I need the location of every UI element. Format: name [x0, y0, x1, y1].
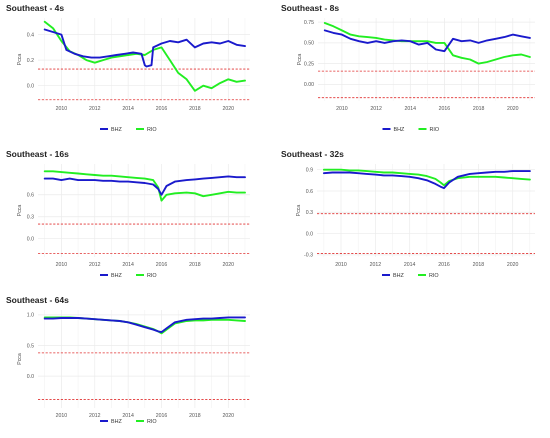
x-tick-label: 2012	[89, 262, 101, 268]
x-tick-label: 2020	[223, 262, 235, 268]
y-axis-label-64s: Pcca	[17, 353, 23, 365]
x-tick-label: 2014	[122, 413, 134, 419]
y-tick-label: 0.00	[304, 82, 314, 88]
y-tick-label: 0.5	[27, 343, 34, 349]
series-line-bhz	[43, 175, 246, 196]
legend-label-rio: RIO	[147, 127, 157, 133]
series-line-rio	[43, 170, 246, 202]
y-axis-label-8s: Pcca	[297, 54, 303, 66]
x-tick-label: 2018	[473, 106, 485, 112]
y-axis-label-4s: Pcca	[17, 54, 23, 66]
legend-label-rio: RIO	[430, 127, 440, 133]
x-tick-label: 2020	[507, 106, 519, 112]
x-tick-label: 2016	[438, 262, 450, 268]
x-tick-label: 2020	[223, 106, 235, 112]
x-tick-label: 2014	[404, 106, 416, 112]
chart-title-32s: Southeast - 32s	[281, 149, 344, 159]
series-line-bhz	[322, 170, 531, 190]
y-tick-label: 0.2	[27, 58, 34, 64]
x-tick-label: 2010	[335, 262, 347, 268]
chart-panel-32s: Southeast - 32s -0.3 0.0 0.3 0.6 0.9 2010 2012 2…	[275, 146, 550, 292]
series-line-rio	[323, 22, 531, 65]
legend-label-rio: RIO	[429, 273, 439, 279]
y-axis-label-16s: Pcca	[17, 205, 23, 217]
x-tick-label: 2012	[89, 106, 101, 112]
chart-svg-64s: Southeast - 64s 0.0 0.5 1.0 2010 2012 2014 2016…	[6, 295, 250, 425]
chart-svg-4s: Southeast - 4s 0.0 0.2 0.4 2010 2012 2014 2016 2…	[6, 3, 250, 133]
chart-panel-8s: Southeast - 8s 0.00 0.25 0.50 0.75 2010 2012 20…	[275, 0, 550, 146]
chart-title-64s: Southeast - 64s	[6, 295, 69, 305]
legend-label-bhz: BHZ	[111, 127, 122, 133]
y-tick-label: 0.4	[27, 32, 34, 38]
x-tick-label: 2014	[122, 106, 134, 112]
y-tick-label: 0.0	[27, 236, 34, 242]
legend-label-bhz: BHZ	[393, 273, 404, 279]
y-tick-label: 0.25	[304, 61, 314, 67]
y-tick-label: 0.0	[306, 231, 313, 237]
y-tick-label: 0.75	[304, 20, 314, 26]
series-line-rio	[322, 168, 531, 187]
legend-label-bhz: BHZ	[111, 419, 122, 425]
x-tick-label: 2010	[56, 262, 68, 268]
y-tick-label: 0.3	[306, 210, 313, 216]
series-line-bhz	[43, 316, 246, 334]
chart-panel-4s: Southeast - 4s 0.0 0.2 0.4 2010 2012 2014 2016 2…	[0, 0, 275, 146]
x-tick-label: 2018	[473, 262, 485, 268]
y-tick-label: 1.0	[27, 313, 34, 319]
x-tick-label: 2018	[189, 413, 201, 419]
x-tick-label: 2016	[439, 106, 451, 112]
x-tick-label: 2010	[56, 106, 68, 112]
legend-label-bhz: BHZ	[394, 127, 405, 133]
x-tick-label: 2016	[156, 413, 168, 419]
chart-svg-32s: Southeast - 32s -0.3 0.0 0.3 0.6 0.9 2010 2012 2…	[281, 149, 535, 279]
chart-panel-16s: Southeast - 16s 0.0 0.3 0.6 2010 2012 2014 2016…	[0, 146, 275, 292]
x-tick-label: 2020	[223, 413, 235, 419]
y-tick-label: 0.0	[27, 374, 34, 380]
chart-panel-64s: Southeast - 64s 0.0 0.5 1.0 2010 2012 2014 2016…	[0, 292, 275, 438]
x-tick-label: 2016	[156, 262, 168, 268]
x-tick-label: 2010	[56, 413, 68, 419]
x-tick-label: 2014	[404, 262, 416, 268]
legend-label-bhz: BHZ	[111, 273, 122, 279]
y-axis-label-32s: Pcca	[296, 205, 302, 217]
x-tick-label: 2018	[189, 262, 201, 268]
y-tick-label: -0.3	[304, 253, 313, 259]
chart-title-8s: Southeast - 8s	[281, 3, 339, 13]
y-tick-label: 0.6	[27, 193, 34, 199]
x-tick-label: 2018	[189, 106, 201, 112]
x-tick-label: 2014	[122, 262, 134, 268]
y-tick-label: 0.3	[27, 215, 34, 221]
y-tick-label: 0.50	[304, 41, 314, 47]
series-line-bhz	[43, 28, 246, 68]
chart-svg-8s: Southeast - 8s 0.00 0.25 0.50 0.75 2010 2012 20…	[281, 3, 535, 133]
chart-svg-16s: Southeast - 16s 0.0 0.3 0.6 2010 2012 2014 2016…	[6, 149, 250, 279]
x-tick-label: 2010	[336, 106, 348, 112]
chart-title-4s: Southeast - 4s	[6, 3, 64, 13]
series-line-bhz	[323, 29, 531, 53]
x-tick-label: 2016	[156, 106, 168, 112]
legend-label-rio: RIO	[147, 273, 157, 279]
x-tick-label: 2012	[370, 262, 382, 268]
x-tick-label: 2012	[89, 413, 101, 419]
chart-title-16s: Southeast - 16s	[6, 149, 69, 159]
legend-label-rio: RIO	[147, 419, 157, 425]
x-tick-label: 2012	[370, 106, 382, 112]
y-tick-label: 0.9	[306, 167, 313, 173]
y-tick-label: 0.6	[306, 189, 313, 195]
x-tick-label: 2020	[507, 262, 519, 268]
y-tick-label: 0.0	[27, 83, 34, 89]
